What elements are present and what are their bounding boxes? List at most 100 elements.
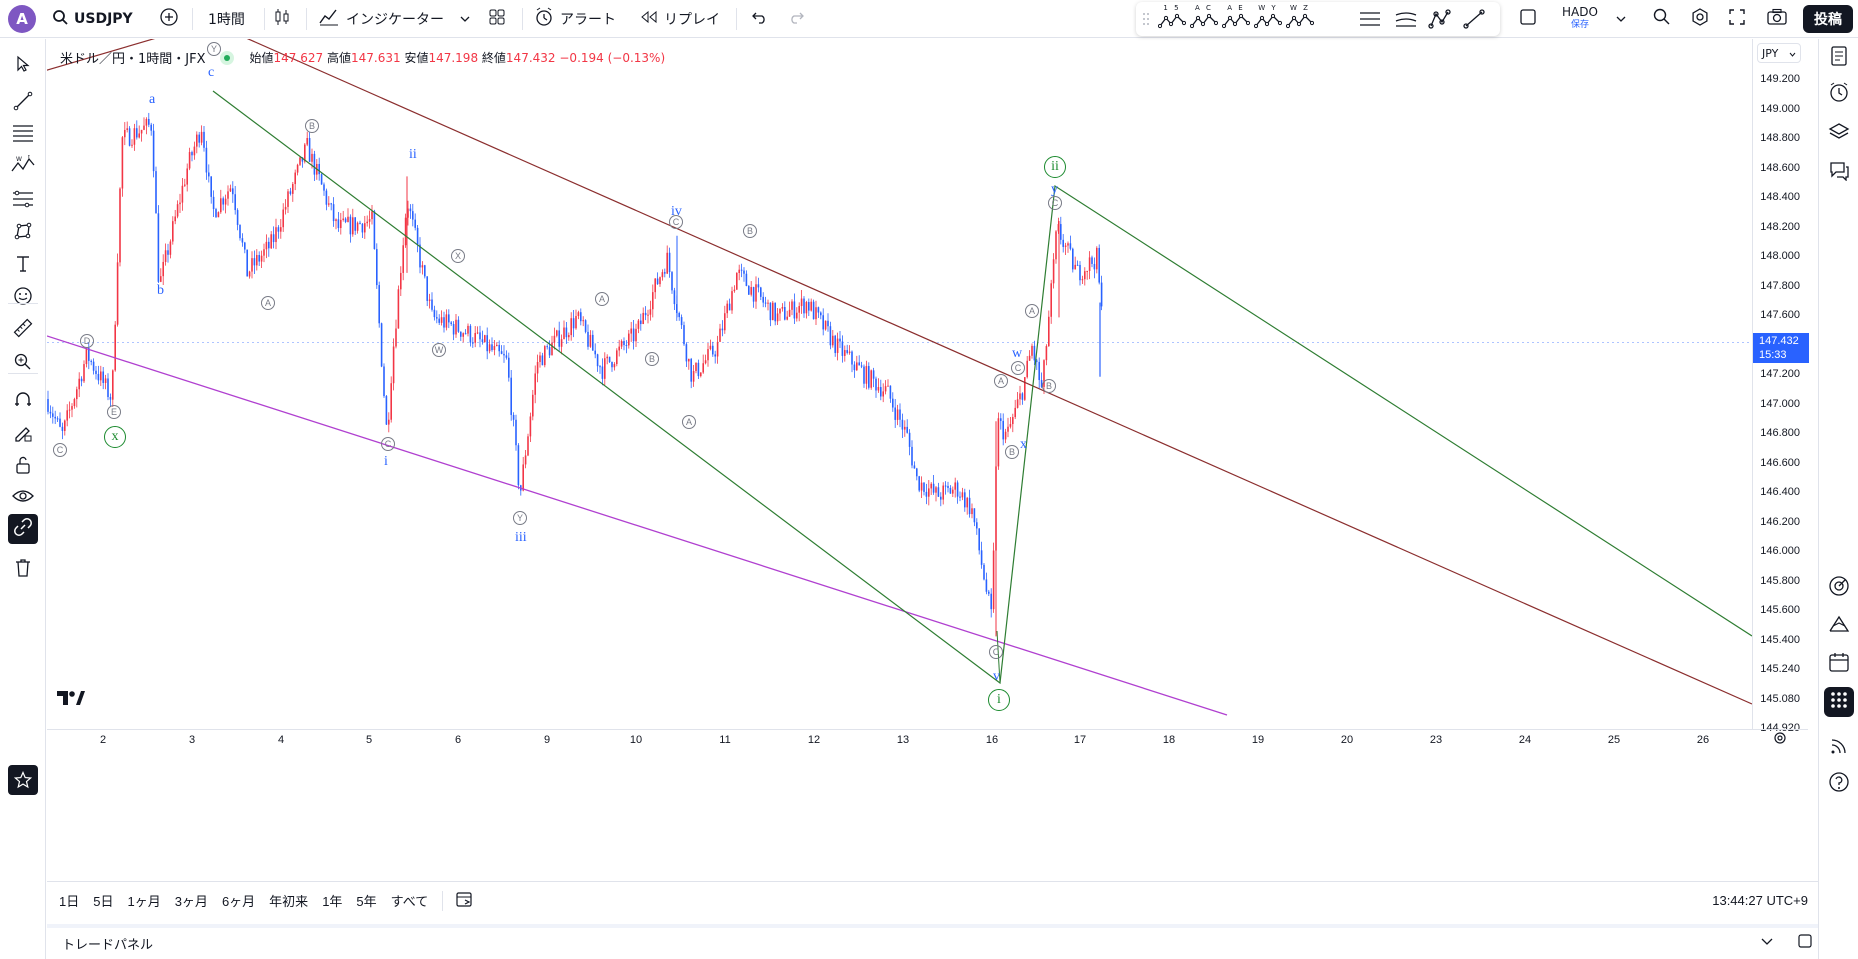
wave-circle-label[interactable]: B xyxy=(305,119,319,133)
replay-button[interactable]: リプレイ xyxy=(640,0,720,38)
indicators-button[interactable]: インジケーター xyxy=(318,0,470,38)
wave-circle-label[interactable]: A xyxy=(994,374,1008,388)
parallel-lines-icon[interactable] xyxy=(1358,9,1382,33)
pattern-icon[interactable] xyxy=(1428,8,1452,34)
calendar-button[interactable] xyxy=(1826,651,1852,677)
compare-button[interactable] xyxy=(159,0,179,38)
undo-button[interactable] xyxy=(750,0,768,38)
range-button-6[interactable]: 1年 xyxy=(322,894,343,909)
redo-button[interactable] xyxy=(788,0,806,38)
range-button-1[interactable]: 5日 xyxy=(93,894,114,909)
stay-in-draw-mode-tool[interactable] xyxy=(8,420,38,450)
avatar-wrap[interactable]: A xyxy=(8,0,36,38)
zoom-tool[interactable] xyxy=(8,349,38,379)
brush-tool[interactable] xyxy=(8,219,38,249)
wave-circle-label[interactable]: C xyxy=(989,645,1003,659)
price-axis[interactable]: JPY 149.200 149.000 148.800 148.600 148.400 1… xyxy=(1752,39,1809,734)
avatar[interactable]: A xyxy=(8,5,36,33)
snapshot-button[interactable] xyxy=(1766,0,1788,38)
legend-title[interactable]: 米ドル／円・1時間・JFX xyxy=(60,52,206,67)
wave-circle-label[interactable]: X xyxy=(451,249,465,263)
currency-selector[interactable]: JPY xyxy=(1757,43,1801,63)
wave-tool-5[interactable]: W Z xyxy=(1285,4,1315,34)
wave-label[interactable]: v xyxy=(993,669,1000,684)
products-button[interactable] xyxy=(1824,687,1854,717)
wave-label[interactable]: x xyxy=(1020,437,1027,452)
range-button-4[interactable]: 6ヶ月 xyxy=(221,894,256,909)
fib-tool[interactable] xyxy=(8,120,38,150)
alert-button[interactable]: アラート xyxy=(534,0,616,38)
wave-circle-label[interactable]: A xyxy=(1025,304,1039,318)
wave-circle-label[interactable]: A xyxy=(595,292,609,306)
wave-circle-label[interactable]: B xyxy=(1005,445,1019,459)
range-button-5[interactable]: 年初来 xyxy=(269,894,309,909)
quick-search-button[interactable] xyxy=(1652,0,1672,38)
wave-circle-label[interactable]: A xyxy=(682,415,696,429)
fullscreen-toggle[interactable] xyxy=(1518,0,1538,38)
wave-label[interactable]: iv xyxy=(671,204,682,219)
watchlist-button[interactable] xyxy=(1826,45,1852,71)
cursor-tool[interactable] xyxy=(8,51,38,81)
interval-button[interactable]: 1時間 xyxy=(208,12,245,28)
range-button-7[interactable]: 5年 xyxy=(356,894,377,909)
remove-drawings-tool[interactable] xyxy=(8,555,38,585)
wave-degree-label[interactable]: ii xyxy=(1044,156,1066,178)
trend-line-tool[interactable] xyxy=(8,88,38,118)
trend-line-icon[interactable] xyxy=(1462,8,1486,34)
post-button[interactable]: 投稿 xyxy=(1803,5,1853,33)
wave-circle-label[interactable]: W xyxy=(432,343,446,357)
wave-circle-label[interactable]: B xyxy=(743,224,757,238)
wave-label[interactable]: b xyxy=(157,283,164,298)
wave-circle-label[interactable]: E xyxy=(107,405,121,419)
magnet-tool[interactable] xyxy=(8,387,38,417)
lock-drawings-tool[interactable] xyxy=(8,452,38,482)
text-tool[interactable] xyxy=(8,251,38,281)
range-button-3[interactable]: 3ヶ月 xyxy=(174,894,208,909)
maximize-icon[interactable] xyxy=(1797,933,1813,953)
wave-circle-label[interactable]: D xyxy=(80,334,94,348)
wave-tool-1[interactable]: 1 5 xyxy=(1157,4,1187,34)
wave-label[interactable]: iii xyxy=(515,530,527,545)
wave-tool-2[interactable]: A C xyxy=(1189,4,1219,34)
sync-drawings-tool[interactable] xyxy=(8,514,38,544)
wave-circle-label[interactable]: C xyxy=(1048,196,1062,210)
range-button-2[interactable]: 1ヶ月 xyxy=(127,894,161,909)
layout-name[interactable]: HADO 保存 xyxy=(1560,6,1600,32)
clock[interactable]: 13:44:27 UTC+9 xyxy=(1712,893,1808,908)
wave-degree-label[interactable]: x xyxy=(104,426,126,448)
goto-date-button[interactable] xyxy=(455,890,475,912)
range-button-8[interactable]: すべて xyxy=(390,894,429,909)
wave-circle-label[interactable]: A xyxy=(261,296,275,310)
symbol-search[interactable]: USDJPY xyxy=(52,0,133,38)
range-button-0[interactable]: 1日 xyxy=(59,894,80,909)
layouts-button[interactable] xyxy=(488,0,506,38)
wave-label[interactable]: ii xyxy=(409,147,417,162)
forecast-tool[interactable] xyxy=(8,186,38,216)
wave-label[interactable]: i xyxy=(384,454,388,469)
wave-circle-label[interactable]: B xyxy=(645,352,659,366)
wave-circle-label[interactable]: B xyxy=(1042,379,1056,393)
object-tree-button[interactable] xyxy=(1826,121,1852,147)
alerts-button[interactable] xyxy=(1826,81,1852,107)
wave-label[interactable]: a xyxy=(149,92,156,107)
price-chart[interactable] xyxy=(47,39,1752,729)
favorites-tool[interactable] xyxy=(8,765,38,795)
time-axis[interactable]: 2 3 4 5 6 9 10 11 12 13 16 17 18 19 20 23 24 25 26 xyxy=(47,729,1752,749)
wave-label[interactable]: w xyxy=(1012,346,1023,361)
wave-label[interactable]: c xyxy=(208,65,215,80)
wave-circle-label[interactable]: C xyxy=(53,443,67,457)
wave-label[interactable]: y xyxy=(1051,182,1058,197)
chevron-down-icon[interactable] xyxy=(460,11,470,27)
measure-tool[interactable] xyxy=(8,315,38,345)
streams-button[interactable] xyxy=(1826,735,1852,761)
wave-tool-4[interactable]: W Y xyxy=(1253,4,1283,34)
ideas-button[interactable] xyxy=(1826,613,1852,639)
chats-button[interactable] xyxy=(1826,159,1852,185)
fullscreen-button[interactable] xyxy=(1728,0,1746,38)
wave-circle-label[interactable]: C xyxy=(381,437,395,451)
data-window-button[interactable] xyxy=(1826,575,1852,601)
trade-panel-label[interactable]: トレードパネル xyxy=(62,938,154,953)
wave-tool-3[interactable]: A E xyxy=(1221,4,1251,34)
drag-handle-icon[interactable] xyxy=(1142,11,1150,31)
